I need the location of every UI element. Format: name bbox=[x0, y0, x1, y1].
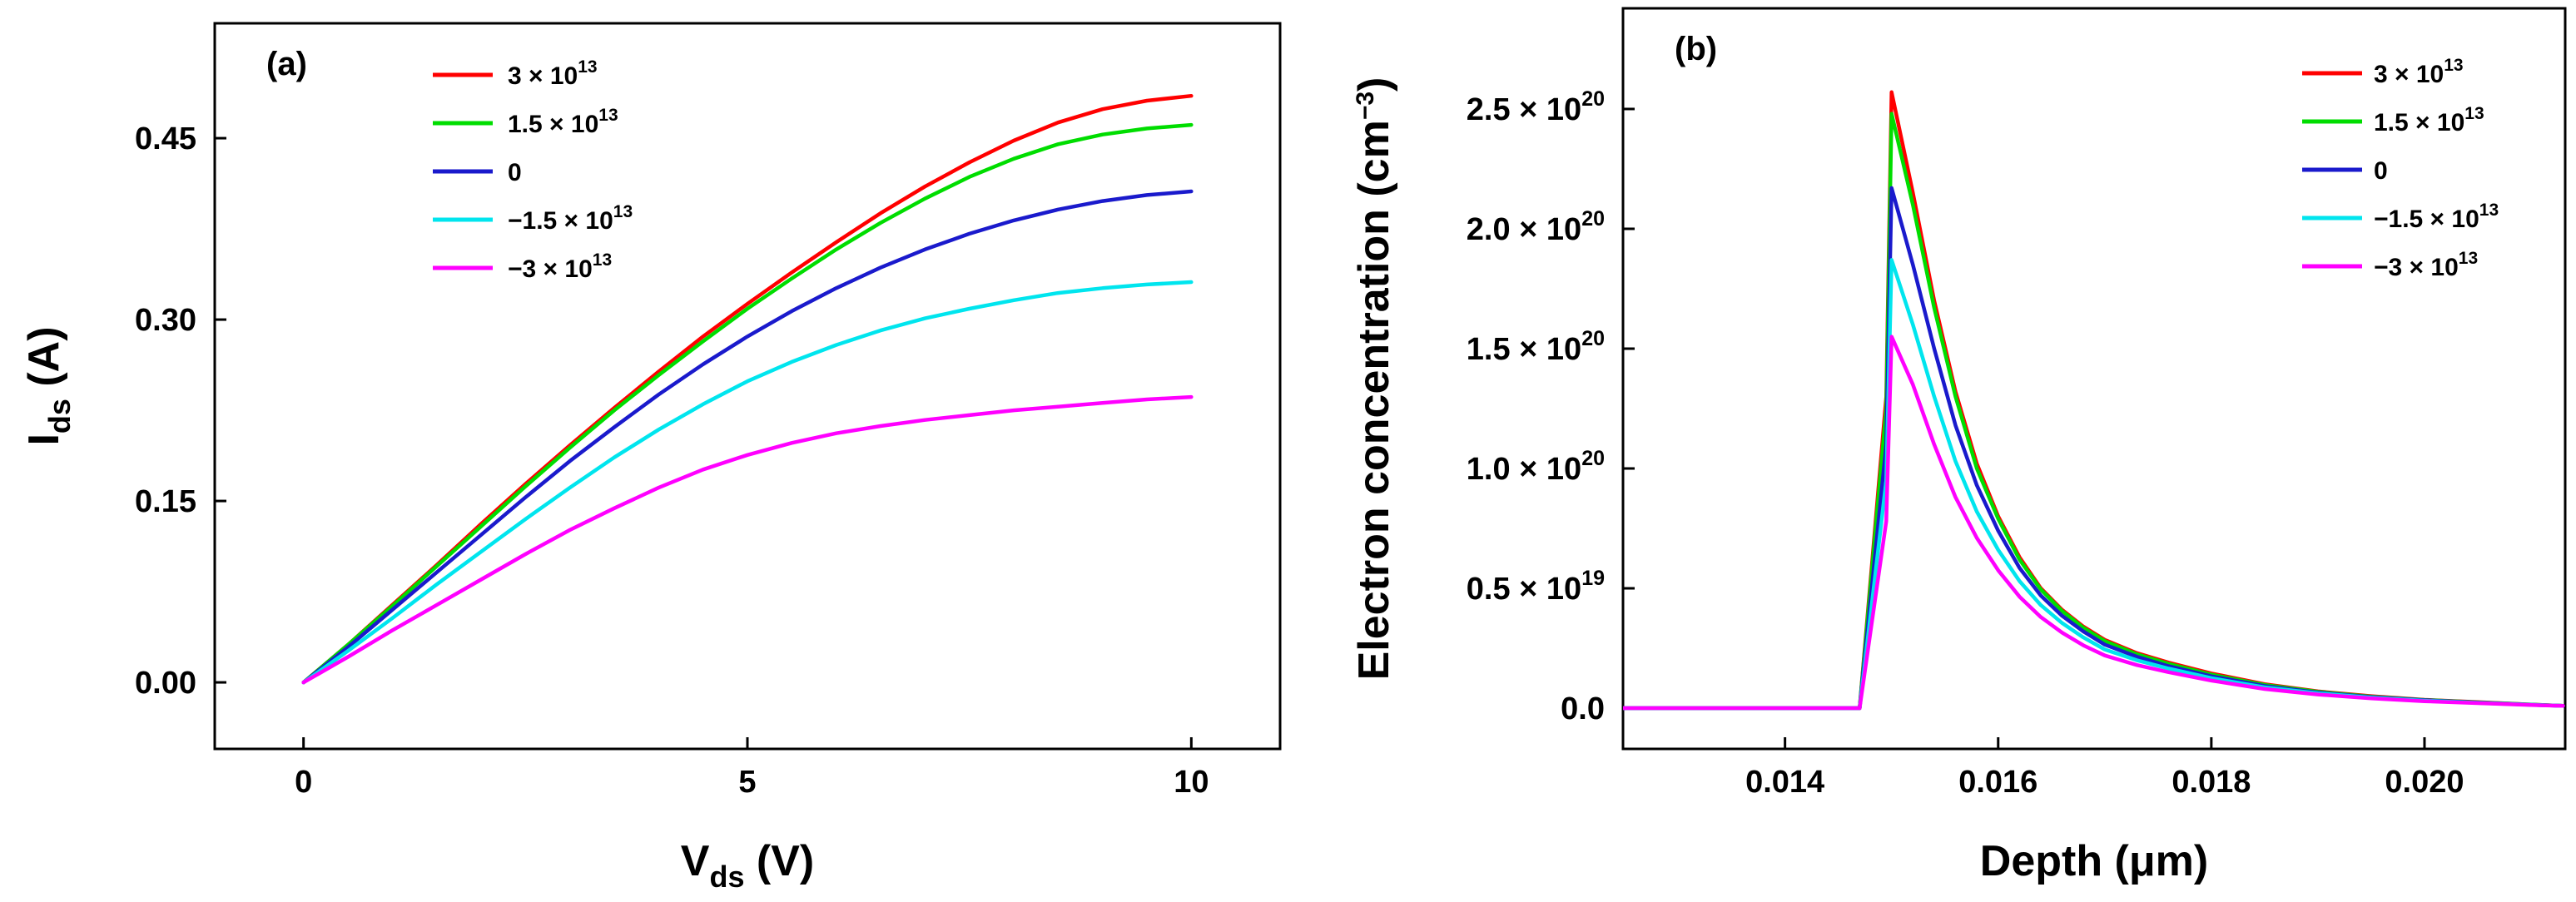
x-axis-label-b: Depth (μm) bbox=[1980, 837, 2208, 885]
legend-label-b-1: 1.5 × 1013 bbox=[2374, 104, 2484, 136]
legend-label-b-2: 0 bbox=[2374, 157, 2388, 185]
x-tick-label-b: 0.014 bbox=[1745, 765, 1824, 800]
y-tick-label-b: 0.5 × 1019​ bbox=[1467, 567, 1605, 607]
y-tick-label-a: 0.00 bbox=[135, 666, 196, 701]
legend-label-a-4: −3 × 1013 bbox=[508, 250, 612, 283]
legend-label-b-4: −3 × 1013 bbox=[2374, 249, 2478, 281]
y-tick-label-b: 2.0 × 1020​ bbox=[1467, 207, 1605, 247]
legend-label-a-1: 1.5 × 1013 bbox=[508, 106, 618, 138]
y-tick-label-b: 1.0 × 1020​ bbox=[1467, 447, 1605, 487]
plot-frame-b bbox=[1621, 7, 2567, 751]
y-axis-label-b: Electron concentration (cm−3) bbox=[1350, 77, 1398, 681]
x-tick-label-b: 0.018 bbox=[2171, 765, 2251, 800]
x-tick-label-a: 10 bbox=[1174, 765, 1209, 800]
y-tick-label-a: 0.30 bbox=[135, 303, 196, 338]
series-group-b bbox=[1623, 90, 2565, 711]
y-tick-label-b: 0.0 bbox=[1561, 691, 1605, 726]
y-tick-label-b: 1.5 × 1020​ bbox=[1467, 327, 1605, 367]
series-line-a-2 bbox=[301, 189, 1194, 685]
x-tick-label-b: 0.016 bbox=[1958, 765, 2037, 800]
chart-a: 0 5 10 0.00 0.15 0.30 0.45 3 × 1013 1.5 × 1013 0 −… bbox=[20, 22, 1282, 894]
panel-label-a: (a) bbox=[266, 46, 307, 82]
series-line-b-4 bbox=[1623, 335, 2565, 711]
series-line-b-3 bbox=[1623, 258, 2565, 711]
y-tick-label-a: 0.45 bbox=[135, 121, 196, 156]
panel-label-b: (b) bbox=[1675, 31, 1717, 67]
legend-label-a-0: 3 × 1013 bbox=[508, 57, 598, 90]
y-tick-label-a: 0.15 bbox=[135, 484, 196, 519]
series-line-a-3 bbox=[301, 280, 1194, 685]
legend-label-b-3: −1.5 × 1013 bbox=[2374, 201, 2499, 233]
y-tick-label-b: 2.5 × 1020​ bbox=[1467, 87, 1605, 127]
legend-label-a-2: 0 bbox=[508, 159, 522, 186]
legend-label-b-0: 3 × 1013 bbox=[2374, 56, 2464, 88]
x-tick-label-a: 0 bbox=[295, 765, 312, 800]
x-tick-label-b: 0.020 bbox=[2385, 765, 2464, 800]
series-line-a-1 bbox=[301, 122, 1194, 685]
legend-a: 3 × 1013 1.5 × 1013 0 −1.5 × 1013 −3 × 1013 bbox=[433, 57, 633, 283]
legend-b: 3 × 1013 1.5 × 1013 0 −1.5 × 1013 −3 × 1013 bbox=[2302, 56, 2499, 281]
series-line-a-4 bbox=[301, 394, 1194, 685]
y-axis-label-a: Ids (A) bbox=[20, 326, 77, 445]
series-line-a-0 bbox=[301, 93, 1194, 685]
x-tick-label-a: 5 bbox=[738, 765, 756, 800]
legend-label-a-3: −1.5 × 1013 bbox=[508, 202, 633, 235]
x-axis-label-a: Vds (V) bbox=[681, 837, 814, 894]
chart-b: 0.014 0.016 0.018 0.020 0.0 0.5 × 1019​ 1.0 × … bbox=[1350, 7, 2567, 885]
series-group-a bbox=[301, 93, 1194, 685]
